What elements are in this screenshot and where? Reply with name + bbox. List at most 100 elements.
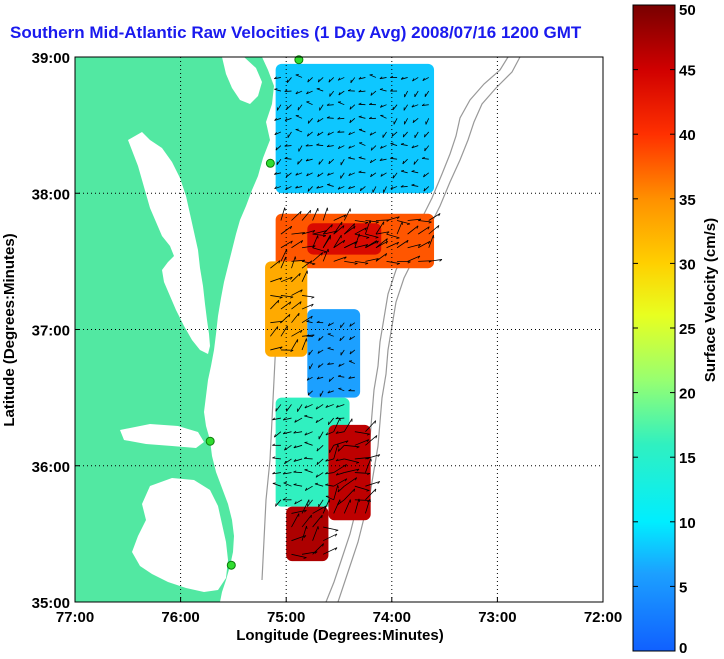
colorbar-tick-label: 10 bbox=[679, 515, 696, 532]
velocity-arrowhead bbox=[318, 337, 320, 341]
velocity-arrow bbox=[407, 243, 421, 249]
velocity-arrow bbox=[280, 276, 293, 283]
colorbar bbox=[632, 4, 676, 652]
velocity-arrow bbox=[270, 346, 283, 351]
velocity-arrow bbox=[318, 158, 324, 165]
velocity-arrowhead bbox=[316, 143, 320, 146]
velocity-arrow bbox=[396, 221, 403, 235]
velocity-arrowhead bbox=[374, 420, 377, 424]
velocity-arrow bbox=[423, 172, 430, 178]
velocity-arrowhead bbox=[374, 488, 377, 492]
velocity-arrow bbox=[304, 469, 313, 473]
delaware-bay bbox=[222, 57, 262, 104]
y-tick-label: 37:00 bbox=[32, 323, 70, 340]
velocity-arrow bbox=[297, 104, 303, 111]
velocity-arrow bbox=[317, 131, 324, 136]
velocity-arrowhead bbox=[311, 296, 315, 299]
velocity-arrowhead bbox=[349, 323, 352, 327]
colorbar-label: Surface Velocity (cm/s) bbox=[702, 218, 719, 382]
velocity-arrowhead bbox=[306, 334, 310, 337]
velocity-arrow bbox=[354, 498, 360, 514]
velocity-arrow bbox=[312, 526, 319, 541]
velocity-arrowhead bbox=[386, 231, 390, 234]
velocity-arrowhead bbox=[439, 259, 443, 262]
velocity-arrowhead bbox=[335, 472, 339, 476]
velocity-arrow bbox=[418, 241, 431, 249]
velocity-arrowhead bbox=[349, 336, 352, 340]
velocity-arrow bbox=[411, 145, 419, 149]
velocity-arrow bbox=[333, 234, 342, 248]
velocity-arrowhead bbox=[312, 245, 316, 248]
velocity-arrowhead bbox=[344, 256, 347, 260]
velocity-arrowhead bbox=[331, 224, 333, 228]
y-tick-label: 36:00 bbox=[32, 459, 70, 476]
velocity-arrow bbox=[329, 90, 335, 97]
velocity-arrow bbox=[402, 158, 408, 165]
velocity-arrowhead bbox=[317, 79, 320, 83]
velocity-arrowhead bbox=[305, 144, 309, 147]
velocity-arrow bbox=[291, 339, 299, 351]
velocity-arrowhead bbox=[328, 378, 331, 382]
velocity-arrowhead bbox=[290, 240, 293, 244]
velocity-arrow bbox=[407, 225, 419, 235]
velocity-arrow bbox=[380, 115, 387, 119]
velocity-arrowhead bbox=[337, 186, 341, 190]
velocity-arrowhead bbox=[307, 188, 310, 192]
velocity-arrow bbox=[337, 499, 345, 506]
velocity-arrowhead bbox=[423, 188, 426, 192]
velocity-arrowhead bbox=[317, 364, 320, 368]
velocity-arrow bbox=[312, 233, 326, 236]
velocity-arrowhead bbox=[438, 213, 441, 217]
velocity-arrow bbox=[326, 145, 334, 148]
velocity-arrow bbox=[312, 235, 319, 248]
x-tick-label: 77:00 bbox=[56, 609, 94, 626]
x-axis-label: Longitude (Degrees:Minutes) bbox=[236, 627, 444, 644]
colorbar-tick-label: 35 bbox=[679, 192, 696, 209]
velocity-arrowhead bbox=[418, 244, 421, 247]
velocity-arrow bbox=[354, 472, 370, 474]
velocity-arrowhead bbox=[344, 464, 347, 468]
velocity-arrowhead bbox=[380, 173, 383, 177]
velocity-arrow bbox=[327, 184, 334, 187]
velocity-arrow bbox=[316, 144, 324, 146]
velocity-arrowhead bbox=[366, 439, 370, 443]
velocity-arrow bbox=[293, 431, 303, 434]
velocity-arrowhead bbox=[327, 183, 331, 186]
velocity-arrow bbox=[400, 186, 408, 188]
velocity-arrowhead bbox=[286, 106, 288, 110]
velocity-arrow bbox=[307, 186, 313, 192]
velocity-arrowhead bbox=[390, 142, 394, 145]
velocity-arrowhead bbox=[349, 106, 352, 110]
albemarle-sound bbox=[120, 424, 204, 448]
velocity-arrow bbox=[365, 454, 380, 460]
velocity-arrow bbox=[274, 117, 282, 121]
velocity-arrowhead bbox=[316, 185, 320, 189]
velocity-arrow bbox=[333, 485, 339, 500]
velocity-arrow bbox=[422, 104, 429, 107]
velocity-arrow bbox=[280, 225, 292, 235]
speed-field bbox=[265, 63, 435, 562]
velocity-arrow bbox=[348, 131, 356, 136]
velocity-arrow bbox=[414, 131, 419, 139]
velocity-arrow bbox=[325, 431, 334, 436]
velocity-arrow bbox=[328, 322, 334, 327]
velocity-arrow bbox=[325, 472, 334, 475]
velocity-arrowhead bbox=[317, 119, 320, 123]
velocity-arrow bbox=[280, 207, 286, 221]
velocity-arrow bbox=[284, 158, 292, 160]
velocity-arrowhead bbox=[284, 207, 286, 211]
velocity-arrowhead bbox=[356, 446, 360, 449]
velocity-arrowhead bbox=[289, 301, 292, 305]
velocity-arrow bbox=[319, 104, 324, 111]
velocity-arrow bbox=[301, 514, 312, 528]
pamlico-sound bbox=[132, 478, 228, 592]
velocity-arrow bbox=[312, 252, 323, 262]
velocity-arrow bbox=[307, 390, 313, 396]
velocity-arrow bbox=[369, 74, 377, 78]
velocity-arrow bbox=[322, 547, 338, 555]
colorbar-tick-label: 0 bbox=[679, 640, 687, 657]
velocity-arrowhead bbox=[337, 77, 341, 81]
velocity-arrowhead bbox=[380, 104, 383, 108]
velocity-arrow bbox=[414, 90, 419, 98]
